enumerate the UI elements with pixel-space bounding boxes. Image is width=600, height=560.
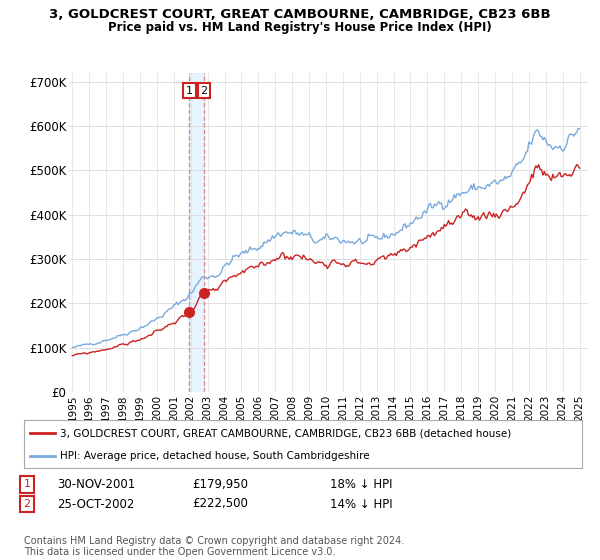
Text: 3, GOLDCREST COURT, GREAT CAMBOURNE, CAMBRIDGE, CB23 6BB (detached house): 3, GOLDCREST COURT, GREAT CAMBOURNE, CAM… xyxy=(60,428,512,438)
Text: Price paid vs. HM Land Registry's House Price Index (HPI): Price paid vs. HM Land Registry's House … xyxy=(108,21,492,34)
Text: 2: 2 xyxy=(200,86,208,96)
Text: HPI: Average price, detached house, South Cambridgeshire: HPI: Average price, detached house, Sout… xyxy=(60,451,370,461)
Text: 18% ↓ HPI: 18% ↓ HPI xyxy=(330,478,392,491)
Text: Contains HM Land Registry data © Crown copyright and database right 2024.
This d: Contains HM Land Registry data © Crown c… xyxy=(24,535,404,557)
Text: 30-NOV-2001: 30-NOV-2001 xyxy=(57,478,135,491)
Text: 3, GOLDCREST COURT, GREAT CAMBOURNE, CAMBRIDGE, CB23 6BB: 3, GOLDCREST COURT, GREAT CAMBOURNE, CAM… xyxy=(49,8,551,21)
Text: £179,950: £179,950 xyxy=(192,478,248,491)
Text: 1: 1 xyxy=(186,86,193,96)
Text: 1: 1 xyxy=(23,479,31,489)
Bar xyxy=(190,73,204,392)
Text: 25-OCT-2002: 25-OCT-2002 xyxy=(57,497,134,511)
Text: 14% ↓ HPI: 14% ↓ HPI xyxy=(330,497,392,511)
Text: 2: 2 xyxy=(23,499,31,509)
Text: £222,500: £222,500 xyxy=(192,497,248,511)
